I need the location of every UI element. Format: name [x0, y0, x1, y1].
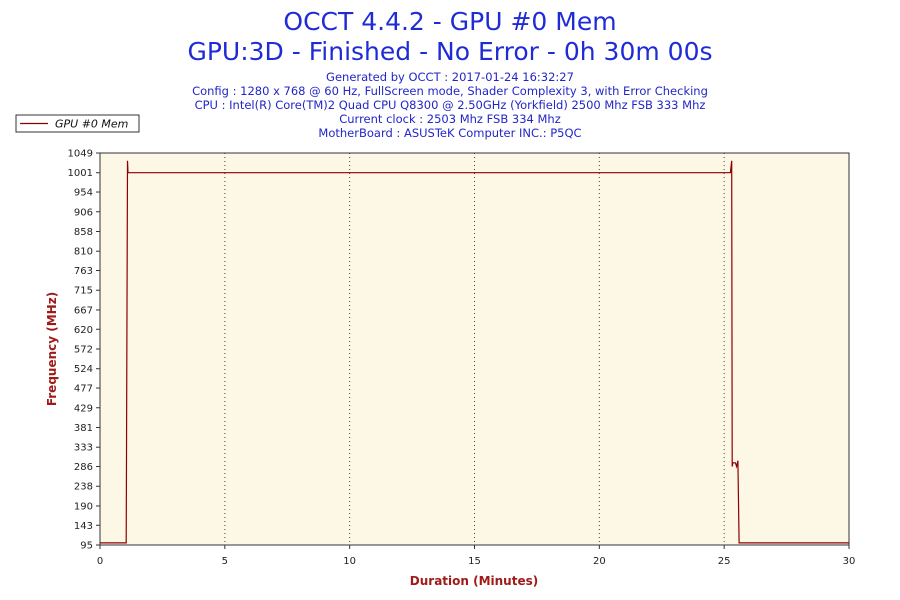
y-tick-label: 477	[74, 384, 93, 395]
y-tick-label: 906	[74, 207, 93, 218]
y-tick-label: 95	[80, 541, 93, 552]
info-clock: Current clock : 2503 Mhz FSB 334 Mhz	[339, 112, 561, 126]
legend-label: GPU #0 Mem	[55, 118, 128, 131]
y-tick-label: 572	[74, 345, 93, 356]
y-tick-label: 954	[74, 188, 93, 199]
legend-box	[15, 114, 140, 133]
info-generated: Generated by OCCT : 2017-01-24 16:32:27	[326, 70, 574, 84]
y-tick-label: 858	[74, 227, 93, 238]
y-tick-label: 429	[74, 403, 93, 414]
y-axis-label: Frequency (MHz)	[45, 292, 59, 406]
x-tick-label: 10	[343, 556, 356, 567]
y-tick-label: 238	[74, 482, 93, 493]
series-line-gpu0-mem	[100, 160, 849, 544]
info-config: Config : 1280 x 768 @ 60 Hz, FullScreen …	[192, 84, 708, 98]
chart-title: OCCT 4.4.2 - GPU #0 Mem	[283, 7, 616, 36]
y-tick-label: 1049	[68, 149, 93, 160]
y-tick-label: 333	[74, 443, 93, 454]
x-tick-label: 5	[222, 556, 228, 567]
x-tick-label: 20	[593, 556, 606, 567]
y-tick-label: 620	[74, 325, 93, 336]
y-tick-label: 143	[74, 521, 93, 532]
x-tick-label: 30	[843, 556, 856, 567]
info-motherboard: MotherBoard : ASUSTeK Computer INC.: P5Q…	[318, 126, 581, 140]
x-tick-label: 0	[97, 556, 103, 567]
info-cpu: CPU : Intel(R) Core(TM)2 Quad CPU Q8300 …	[195, 98, 706, 112]
y-tick-label: 190	[74, 501, 93, 512]
y-tick-label: 286	[74, 462, 93, 473]
x-axis-label: Duration (Minutes)	[410, 574, 538, 588]
y-tick-label: 524	[74, 364, 93, 375]
x-tick-label: 15	[468, 556, 481, 567]
y-tick-label: 810	[74, 247, 93, 258]
chart-subtitle: GPU:3D - Finished - No Error - 0h 30m 00…	[187, 37, 712, 66]
x-axis: 0 5 10 15 20 25 30	[97, 545, 856, 567]
y-tick-label: 667	[74, 305, 93, 316]
y-tick-label: 763	[74, 266, 93, 277]
legend: GPU #0 Mem	[15, 114, 140, 133]
y-tick-label: 1001	[68, 168, 93, 179]
y-tick-label: 381	[74, 423, 93, 434]
y-axis: 95 143 190 238 286 333 381 429 477 524 572 620 667 71…	[68, 149, 100, 552]
grid-lines	[224, 153, 725, 545]
x-tick-label: 25	[718, 556, 731, 567]
y-tick-label: 715	[74, 286, 93, 297]
